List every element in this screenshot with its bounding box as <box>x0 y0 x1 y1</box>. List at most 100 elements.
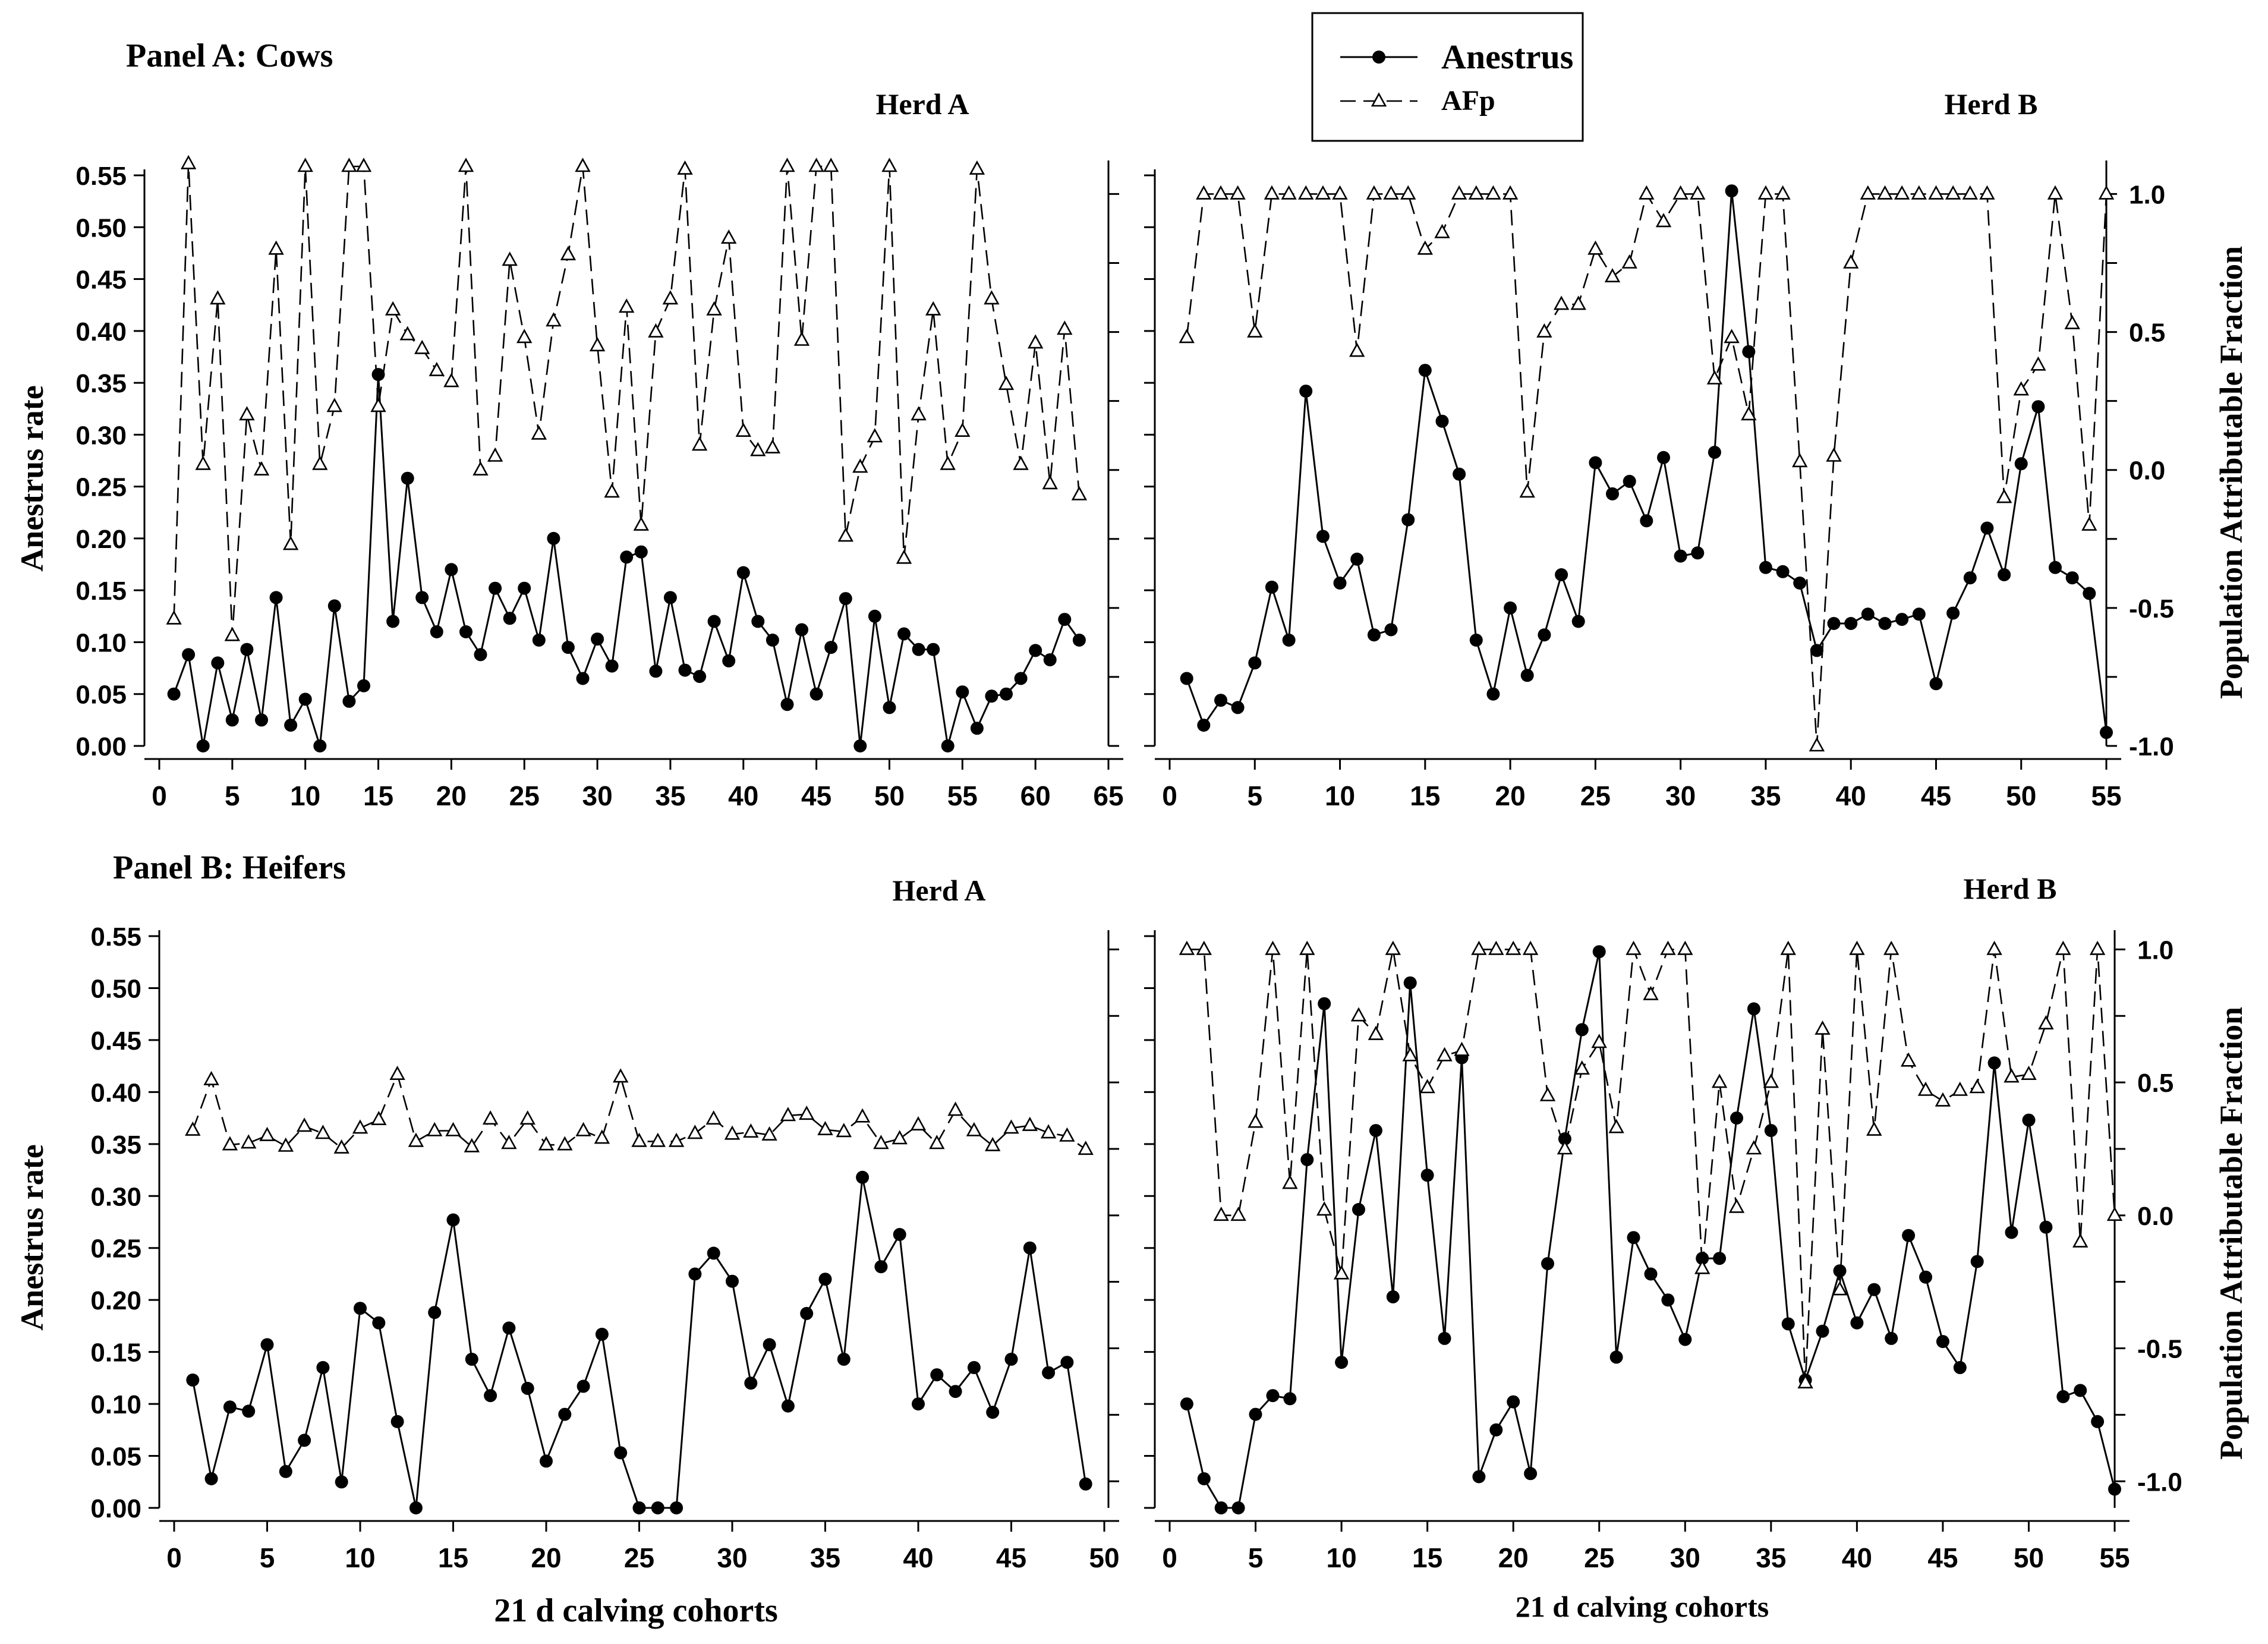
x-tick-label: 55 <box>2099 1542 2130 1573</box>
x-tick-label: 0 <box>152 780 167 811</box>
afp-point <box>721 229 737 244</box>
afp-point <box>817 1121 833 1135</box>
anestrus-series-line <box>191 1177 1087 1509</box>
anestrus-point <box>204 1472 218 1485</box>
afp-point <box>326 398 342 412</box>
anestrus-point <box>1058 613 1072 626</box>
afp-point <box>2013 381 2029 396</box>
anestrus-point <box>1987 1056 2001 1070</box>
anestrus-point <box>2014 457 2028 471</box>
afp-point <box>1468 185 1484 200</box>
afp-point <box>210 290 226 305</box>
afp-point <box>408 1132 424 1147</box>
afp-point <box>1969 1079 1985 1094</box>
afp-point <box>575 158 591 172</box>
afp-point <box>1866 1121 1882 1136</box>
afp-point <box>1366 185 1382 200</box>
anestrus-point <box>1486 687 1500 701</box>
x-tick-label: 25 <box>624 1542 654 1573</box>
anestrus-point <box>279 1465 292 1478</box>
afp-point <box>333 1139 349 1154</box>
anestrus-point <box>518 581 531 595</box>
y-tick-label: 0.20 <box>75 525 127 554</box>
afp-point <box>1826 447 1842 462</box>
anestrus-point <box>269 591 283 604</box>
afp-point <box>1775 185 1791 200</box>
anestrus-point <box>1042 1366 1056 1380</box>
anestrus-point <box>707 615 721 628</box>
afp-point <box>1299 940 1315 955</box>
anestrus-point <box>1816 1324 1829 1338</box>
anestrus-point <box>818 1273 832 1286</box>
anestrus-point <box>1520 669 1534 682</box>
anestrus-point <box>459 625 472 638</box>
afp-point <box>1711 1073 1728 1088</box>
anestrus-point <box>1963 571 1977 585</box>
anestrus-point <box>1833 1264 1847 1278</box>
afp-point <box>1519 483 1535 498</box>
anestrus-point <box>824 641 838 654</box>
x-tick-label: 0 <box>1162 780 1177 811</box>
anestrus-point <box>428 1306 442 1319</box>
anestrus-point <box>956 685 969 699</box>
afp-point <box>195 455 211 470</box>
afp-point <box>837 527 853 542</box>
afp-point <box>239 406 255 421</box>
anestrus-point <box>1861 607 1875 621</box>
afp-point <box>1694 1259 1711 1274</box>
anestrus-point <box>390 1415 404 1428</box>
afp-point <box>1383 185 1399 200</box>
afp-point <box>724 1125 741 1140</box>
afp-point <box>352 1119 368 1134</box>
afp-point <box>1536 323 1552 338</box>
afp-point <box>516 329 533 344</box>
afp-point <box>1434 223 1450 238</box>
heifers-herd-b-xlabel: 21 d calving cohorts <box>1516 1590 1769 1623</box>
anestrus-point <box>284 719 298 732</box>
anestrus-point <box>1438 1331 1451 1345</box>
afp-point <box>633 516 649 531</box>
chart-title: Herd A <box>893 874 986 907</box>
anestrus-point <box>1640 514 1653 528</box>
afp-point <box>575 1122 591 1136</box>
anestrus-point <box>167 687 181 701</box>
anestrus-point <box>2083 587 2096 600</box>
afp-point <box>780 1107 796 1122</box>
afp-point <box>427 1122 443 1136</box>
anestrus-point <box>614 1446 628 1460</box>
x-tick-label: 20 <box>1498 1542 1529 1573</box>
afp-point <box>2081 516 2097 531</box>
anestrus-point <box>809 687 823 701</box>
anestrus-point <box>1283 1392 1297 1406</box>
anestrus-point <box>1764 1124 1778 1138</box>
legend-afp-marker <box>1371 92 1387 107</box>
anestrus-point <box>2108 1482 2121 1496</box>
anestrus-point <box>744 1377 758 1390</box>
anestrus-point <box>474 648 487 662</box>
afp-point <box>371 1111 387 1125</box>
afp-point <box>706 301 722 316</box>
afp-point <box>2106 1207 2123 1221</box>
afp-point <box>312 455 328 470</box>
anestrus-point <box>1318 997 1331 1010</box>
afp-point <box>1757 185 1774 200</box>
afp-point <box>1574 1060 1590 1075</box>
anestrus-point <box>1912 607 1926 621</box>
y-tick-label: 0.40 <box>90 1078 141 1107</box>
anestrus-point <box>1747 1002 1760 1016</box>
x-tick-label: 20 <box>436 780 467 811</box>
cows-left-ylabel: Anestrus rate <box>14 385 50 571</box>
afp-point <box>1078 1141 1094 1155</box>
afp-point <box>2064 314 2080 329</box>
anestrus-point <box>1980 521 1994 535</box>
anestrus-point <box>1623 474 1636 488</box>
anestrus-point <box>386 615 400 628</box>
afp-point <box>1022 1116 1038 1131</box>
anestrus-point <box>521 1381 534 1395</box>
y2-tick-label: 1.0 <box>2129 180 2165 209</box>
anestrus-point <box>1029 644 1042 657</box>
anestrus-point <box>342 694 356 708</box>
x-tick-label: 50 <box>874 780 905 811</box>
afp-point <box>1505 940 1522 955</box>
afp-point <box>1040 1124 1057 1139</box>
